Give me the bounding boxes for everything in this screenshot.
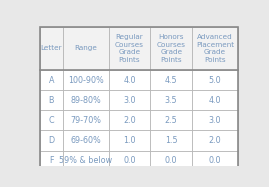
Text: 3.0: 3.0 (209, 116, 221, 125)
Bar (150, 27, 192, 70)
Text: 89-80%: 89-80% (70, 96, 101, 105)
Bar (109, 151, 150, 171)
Bar (63, 90, 109, 110)
Bar (63, 70, 109, 90)
Bar (150, 131, 192, 151)
Bar (109, 70, 150, 90)
Text: 2.0: 2.0 (123, 116, 136, 125)
Bar (63, 27, 109, 70)
Bar (63, 151, 109, 171)
Text: 100-90%: 100-90% (68, 76, 104, 85)
Text: 1.5: 1.5 (165, 136, 178, 145)
Text: 0.0: 0.0 (165, 156, 178, 165)
Text: 59% & below: 59% & below (59, 156, 112, 165)
Bar (109, 27, 150, 70)
Text: 2.5: 2.5 (165, 116, 178, 125)
Text: Range: Range (74, 45, 97, 51)
Bar (40, 131, 63, 151)
Text: C: C (48, 116, 54, 125)
Text: 4.0: 4.0 (123, 76, 136, 85)
Bar (192, 90, 238, 110)
Text: F: F (49, 156, 54, 165)
Text: 0.0: 0.0 (123, 156, 136, 165)
Bar (192, 27, 238, 70)
Text: 79-70%: 79-70% (70, 116, 101, 125)
Bar (40, 90, 63, 110)
Text: B: B (49, 96, 54, 105)
Text: D: D (48, 136, 54, 145)
Text: 2.0: 2.0 (209, 136, 221, 145)
Bar (40, 151, 63, 171)
Text: 69-60%: 69-60% (70, 136, 101, 145)
Bar (109, 110, 150, 131)
Bar (150, 151, 192, 171)
Bar (192, 70, 238, 90)
Bar (192, 131, 238, 151)
Text: 4.5: 4.5 (165, 76, 178, 85)
Bar (109, 90, 150, 110)
Text: 1.0: 1.0 (123, 136, 136, 145)
Text: 4.0: 4.0 (209, 96, 221, 105)
Bar (192, 151, 238, 171)
Bar (40, 27, 63, 70)
Bar (150, 70, 192, 90)
Bar (150, 110, 192, 131)
Bar (40, 70, 63, 90)
Text: Regular
Courses
Grade
Points: Regular Courses Grade Points (115, 34, 144, 63)
Text: Honors
Courses
Grade
Points: Honors Courses Grade Points (157, 34, 186, 63)
Bar (150, 90, 192, 110)
Text: Advanced
Placement
Grade
Points: Advanced Placement Grade Points (196, 34, 234, 63)
Bar (63, 110, 109, 131)
Text: 3.0: 3.0 (123, 96, 136, 105)
Bar (40, 110, 63, 131)
Bar (192, 110, 238, 131)
Bar (109, 131, 150, 151)
Text: A: A (49, 76, 54, 85)
Bar (63, 131, 109, 151)
Text: 3.5: 3.5 (165, 96, 178, 105)
Text: Letter: Letter (41, 45, 62, 51)
Text: 5.0: 5.0 (209, 76, 221, 85)
Text: 0.0: 0.0 (209, 156, 221, 165)
